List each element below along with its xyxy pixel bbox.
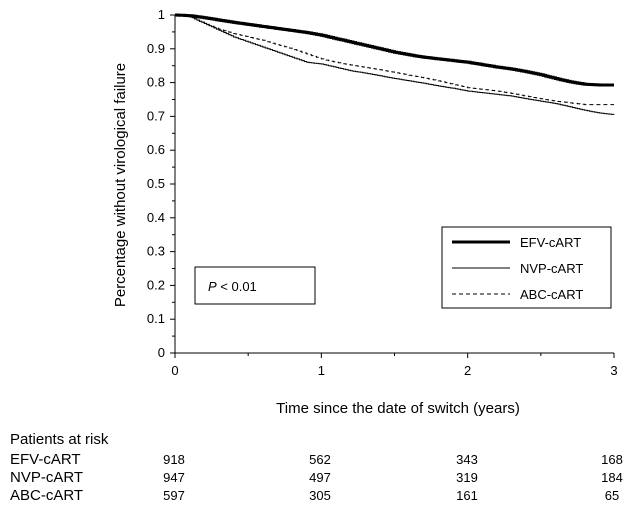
risk-value: 597: [163, 488, 185, 503]
y-tick-label: 0.3: [147, 244, 165, 259]
p-value-label: P < 0.01: [208, 279, 257, 294]
y-tick-label: 0.2: [147, 277, 165, 292]
series-line-nvp-cart: [175, 14, 615, 115]
y-tick-label: 0.5: [147, 176, 165, 191]
risk-row-abc: ABC-cART 597 305 161 65: [0, 487, 634, 505]
p-value-box: P < 0.01: [194, 266, 316, 305]
risk-value: 918: [163, 452, 185, 467]
risk-value: 184: [601, 470, 623, 485]
risk-row-efv: EFV-cART 918 562 343 168: [0, 451, 634, 469]
x-tick-label: 1: [318, 363, 325, 378]
p-value-text: < 0.01: [217, 279, 257, 294]
chart-axes: 0 0.1 0.2 0.3 0.4 0.5 0.6 0.7 0.8 0.9 1 0 1 2 3: [147, 7, 618, 378]
risk-table-title: Patients at risk: [10, 431, 109, 448]
risk-value: 319: [456, 470, 478, 485]
risk-value: 305: [309, 488, 331, 503]
y-tick-label: 0: [158, 345, 165, 360]
risk-row-label: NVP-cART: [10, 469, 84, 486]
legend-label-nvp: NVP-cART: [520, 261, 583, 276]
risk-value: 65: [604, 488, 620, 503]
series-line-efv-cart: [175, 13, 614, 87]
y-tick-label: 0.6: [147, 142, 165, 157]
risk-row-label: ABC-cART: [10, 487, 84, 504]
risk-value: 168: [601, 452, 623, 467]
survival-chart: 0 0.1 0.2 0.3 0.4 0.5 0.6 0.7 0.8 0.9 1 0 1 2 3 Percen…: [112, 7, 618, 417]
x-tick-label: 2: [464, 363, 471, 378]
y-tick-label: 0.4: [147, 210, 165, 225]
risk-value: 343: [456, 452, 478, 467]
y-axis-title: Percentage without virological failure: [112, 63, 129, 307]
risk-value: 562: [309, 452, 331, 467]
x-tick-label: 0: [171, 363, 178, 378]
y-tick-label: 0.9: [147, 41, 165, 56]
y-tick-label: 0.8: [147, 75, 165, 90]
y-tick-label: 1: [158, 7, 165, 22]
p-symbol: P: [208, 279, 217, 294]
risk-value: 947: [163, 470, 185, 485]
y-tick-label: 0.7: [147, 108, 165, 123]
risk-value: 161: [456, 488, 478, 503]
legend: EFV-cART NVP-cART ABC-cART: [441, 226, 612, 309]
chart-series: [175, 13, 615, 115]
series-line-abc-cart: [175, 14, 614, 106]
risk-value: 497: [309, 470, 331, 485]
risk-row-label: EFV-cART: [10, 451, 81, 468]
y-tick-label: 0.1: [147, 311, 165, 326]
legend-label-efv: EFV-cART: [520, 235, 581, 250]
x-axis-title: Time since the date of switch (years): [276, 400, 520, 417]
legend-label-abc: ABC-cART: [520, 287, 583, 302]
x-tick-label: 3: [610, 363, 617, 378]
risk-row-nvp: NVP-cART 947 497 319 184: [0, 469, 634, 487]
